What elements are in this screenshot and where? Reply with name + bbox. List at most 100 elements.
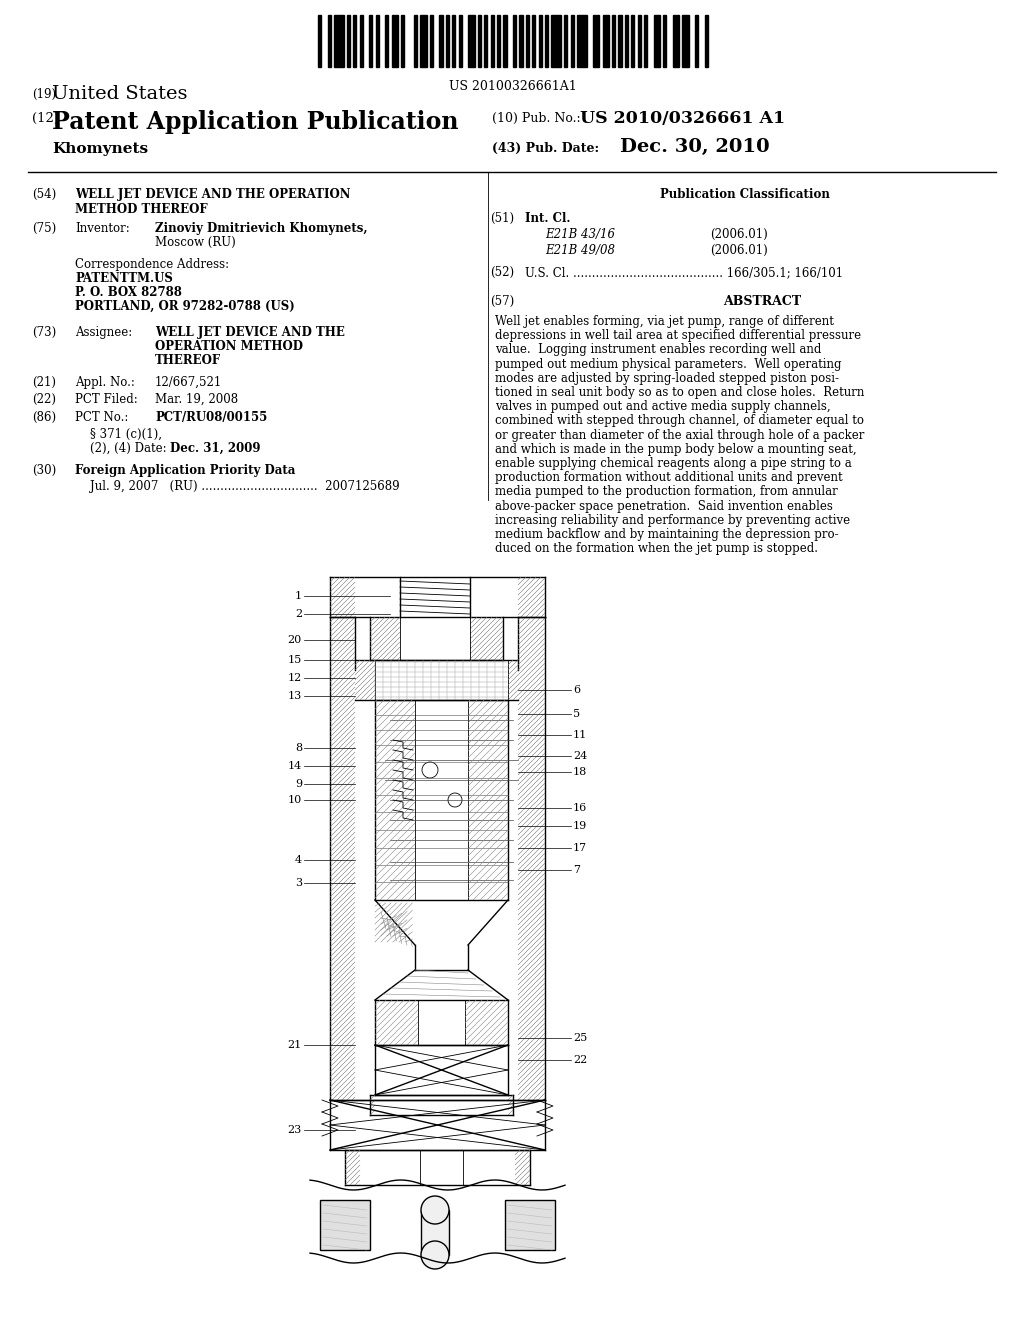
Bar	[682, 15, 689, 67]
Text: (86): (86)	[32, 411, 56, 424]
Circle shape	[421, 1241, 449, 1269]
Bar	[414, 15, 417, 67]
Text: (21): (21)	[32, 376, 56, 389]
Text: 25: 25	[573, 1034, 587, 1043]
Bar	[653, 15, 660, 67]
Text: 21: 21	[288, 1040, 302, 1049]
Text: Moscow (RU): Moscow (RU)	[155, 236, 236, 249]
Text: modes are adjusted by spring-loaded stepped piston posi-: modes are adjusted by spring-loaded step…	[495, 372, 839, 385]
Text: Inventor:: Inventor:	[75, 222, 130, 235]
Text: (51): (51)	[490, 213, 514, 224]
Text: Patent Application Publication: Patent Application Publication	[52, 110, 459, 135]
Bar	[359, 15, 362, 67]
Text: Well jet enables forming, via jet pump, range of different: Well jet enables forming, via jet pump, …	[495, 315, 834, 327]
Text: PCT No.:: PCT No.:	[75, 411, 128, 424]
Text: METHOD THEREOF: METHOD THEREOF	[75, 203, 208, 216]
Bar	[664, 15, 667, 67]
Text: (12): (12)	[32, 112, 59, 125]
Bar	[478, 15, 481, 67]
Text: 24: 24	[573, 751, 587, 762]
Text: U.S. Cl. ........................................ 166/305.1; 166/101: U.S. Cl. ...............................…	[525, 267, 843, 279]
Text: Dec. 31, 2009: Dec. 31, 2009	[170, 442, 260, 455]
Text: 20: 20	[288, 635, 302, 645]
Circle shape	[422, 762, 438, 777]
Text: Assignee:: Assignee:	[75, 326, 132, 339]
Text: media pumped to the production formation, from annular: media pumped to the production formation…	[495, 486, 838, 499]
Text: PCT Filed:: PCT Filed:	[75, 393, 138, 407]
Text: (19): (19)	[32, 88, 56, 102]
Text: combined with stepped through channel, of diameter equal to: combined with stepped through channel, o…	[495, 414, 864, 428]
Text: United States: United States	[52, 84, 187, 103]
Text: (2), (4) Date:: (2), (4) Date:	[90, 442, 167, 455]
Bar	[673, 15, 679, 67]
Bar	[319, 1200, 370, 1250]
Bar	[539, 15, 542, 67]
Text: (54): (54)	[32, 187, 56, 201]
Text: valves in pumped out and active media supply channels,: valves in pumped out and active media su…	[495, 400, 830, 413]
Circle shape	[421, 1196, 449, 1224]
Bar	[391, 15, 398, 67]
Bar	[401, 15, 404, 67]
Text: PCT/RU08/00155: PCT/RU08/00155	[155, 411, 267, 424]
Text: 8: 8	[295, 743, 302, 752]
Bar	[504, 15, 507, 67]
Text: (52): (52)	[490, 267, 514, 279]
Text: Zinoviy Dmitrievich Khomynets,: Zinoviy Dmitrievich Khomynets,	[155, 222, 368, 235]
Text: (10) Pub. No.:: (10) Pub. No.:	[492, 112, 581, 125]
Text: 10: 10	[288, 795, 302, 805]
Text: medium backflow and by maintaining the depression pro-: medium backflow and by maintaining the d…	[495, 528, 839, 541]
Text: Correspondence Address:: Correspondence Address:	[75, 257, 229, 271]
Text: OPERATION METHOD: OPERATION METHOD	[155, 341, 303, 352]
Text: 4: 4	[295, 855, 302, 865]
Text: WELL JET DEVICE AND THE: WELL JET DEVICE AND THE	[155, 326, 345, 339]
Bar	[369, 15, 373, 67]
Bar	[577, 15, 587, 67]
Text: WELL JET DEVICE AND THE OPERATION: WELL JET DEVICE AND THE OPERATION	[75, 187, 350, 201]
Bar	[602, 15, 609, 67]
Text: (2006.01): (2006.01)	[710, 228, 768, 242]
Bar	[453, 15, 456, 67]
Bar	[353, 15, 356, 67]
Text: ABSTRACT: ABSTRACT	[723, 294, 802, 308]
Bar	[484, 15, 487, 67]
Bar	[618, 15, 622, 67]
Text: US 20100326661A1: US 20100326661A1	[450, 81, 577, 92]
Bar	[490, 15, 494, 67]
Bar	[328, 15, 331, 67]
Text: (57): (57)	[490, 294, 514, 308]
Bar	[420, 15, 427, 67]
Text: 3: 3	[295, 878, 302, 888]
Text: 2: 2	[295, 609, 302, 619]
Text: (2006.01): (2006.01)	[710, 244, 768, 257]
Text: tioned in seal unit body so as to open and close holes.  Return: tioned in seal unit body so as to open a…	[495, 385, 864, 399]
Bar	[459, 15, 462, 67]
Text: Jul. 9, 2007   (RU) ...............................  2007125689: Jul. 9, 2007 (RU) ......................…	[90, 480, 399, 492]
Bar	[347, 15, 350, 67]
Text: and which is made in the pump body below a mounting seat,: and which is made in the pump body below…	[495, 442, 857, 455]
Text: US 2010/0326661 A1: US 2010/0326661 A1	[580, 110, 785, 127]
Text: 7: 7	[573, 865, 580, 875]
Bar	[695, 15, 698, 67]
Text: production formation without additional units and prevent: production formation without additional …	[495, 471, 843, 484]
Bar	[593, 15, 599, 67]
Text: 14: 14	[288, 762, 302, 771]
Text: Mar. 19, 2008: Mar. 19, 2008	[155, 393, 239, 407]
Text: 6: 6	[573, 685, 581, 696]
Text: 9: 9	[295, 779, 302, 789]
Text: P. O. BOX 82788: P. O. BOX 82788	[75, 286, 182, 300]
Text: THEREOF: THEREOF	[155, 354, 221, 367]
Text: E21B 49/08: E21B 49/08	[545, 244, 615, 257]
Text: Int. Cl.: Int. Cl.	[525, 213, 570, 224]
Bar	[525, 15, 529, 67]
Text: 19: 19	[573, 821, 587, 832]
Text: 1: 1	[295, 591, 302, 601]
Text: 5: 5	[573, 709, 581, 719]
Text: 16: 16	[573, 803, 587, 813]
Text: 13: 13	[288, 690, 302, 701]
Bar	[705, 15, 708, 67]
Circle shape	[449, 793, 462, 807]
Bar	[532, 15, 536, 67]
Text: enable supplying chemical reagents along a pipe string to a: enable supplying chemical reagents along…	[495, 457, 852, 470]
Bar	[445, 15, 450, 67]
Bar	[430, 15, 433, 67]
